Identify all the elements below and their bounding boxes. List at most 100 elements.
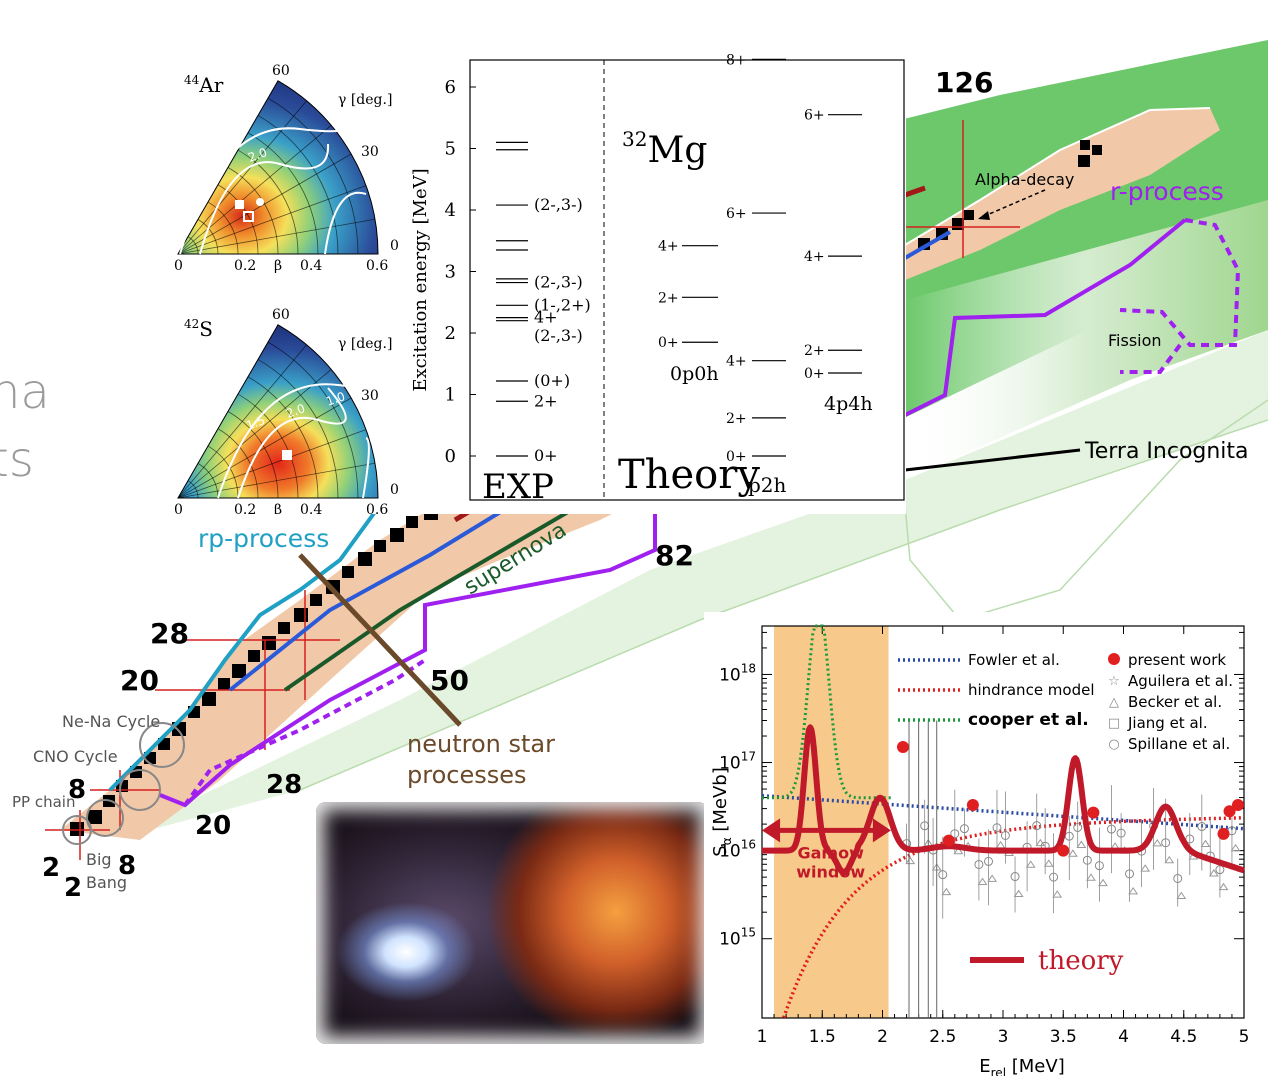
present-work-point bbox=[1231, 798, 1244, 811]
neutron-star-label-2: processes bbox=[407, 761, 527, 789]
nucleus-label-mg32: 32Mg bbox=[622, 127, 707, 171]
neutron-star-label-1: neutron star bbox=[407, 730, 555, 758]
pes-contour bbox=[179, 103, 361, 255]
pes-beta-tick: 0.6 bbox=[366, 502, 388, 514]
pes-contour bbox=[199, 143, 330, 255]
spillane-point bbox=[1032, 821, 1042, 831]
known-nuclei-band-upper bbox=[905, 108, 1220, 280]
blue-path-line bbox=[228, 498, 522, 692]
config-0p0h-label: 0p0h bbox=[670, 363, 719, 385]
xtick-label: 4.5 bbox=[1170, 1027, 1197, 1047]
exp-level-label: 4+ bbox=[534, 308, 558, 327]
pes-grid-ray bbox=[177, 185, 367, 255]
becker-point bbox=[1208, 869, 1219, 877]
level-yticks: 0 1 2 3 4 5 6 bbox=[445, 77, 476, 467]
xtick-label: 3 bbox=[998, 1027, 1009, 1047]
becker-point bbox=[1035, 838, 1046, 847]
fission-label: Fission bbox=[1108, 331, 1162, 350]
spillane-point bbox=[974, 859, 984, 869]
theory-label: Theory bbox=[618, 452, 760, 498]
theory-4p4h-label: 6+ bbox=[804, 108, 825, 124]
pes-wedge bbox=[177, 80, 379, 255]
pes-nucleus-symbol: Ar bbox=[198, 73, 223, 97]
ytick-exp: 16 bbox=[741, 838, 756, 852]
cooper-line bbox=[762, 624, 893, 800]
present-work-point bbox=[1057, 844, 1070, 857]
spillane-point bbox=[1049, 872, 1059, 882]
cycle-circles bbox=[62, 722, 185, 845]
xtick-label: 5 bbox=[1239, 1027, 1250, 1047]
pes-gamma-tick: 30 bbox=[361, 388, 379, 404]
alpha-decay-label: Alpha-decay bbox=[975, 170, 1074, 189]
s-factor-ylabel: Sα [MeVb] bbox=[710, 767, 734, 856]
s-factor-plot-area: 1 1.5 2 2.5 3 3.5 4 4.5 51015101610171018Gamowwi… bbox=[719, 624, 1250, 1047]
pes-beta-label: β bbox=[274, 258, 282, 274]
magic-8-label: 8 bbox=[68, 775, 86, 805]
pes-gamma-tick: 0 bbox=[390, 482, 399, 498]
theory-0p0h-label: 2+ bbox=[658, 290, 679, 306]
pes-beta-tick: 0.2 bbox=[234, 502, 256, 514]
pes-contour-label: 2.0 bbox=[284, 401, 307, 421]
theory-sublabel: p2h bbox=[748, 473, 787, 497]
xlabel-unit: [MeV] bbox=[1006, 1056, 1065, 1076]
config-4p4h-label: 4p4h bbox=[824, 393, 873, 415]
ylabel-unit: [MeVb] bbox=[710, 767, 731, 837]
spillane-point bbox=[1161, 838, 1171, 848]
pes-contour bbox=[362, 437, 370, 499]
spillane-point bbox=[1000, 830, 1010, 840]
big-bang-label-1: Big bbox=[86, 850, 112, 869]
gamow-label-1: Gamow bbox=[797, 843, 864, 862]
exp-level-label: (1-,2+) bbox=[534, 295, 591, 314]
pes-gamma-label: γ [deg.] bbox=[338, 336, 392, 352]
legend-marker-label: Spillane et al. bbox=[1128, 735, 1230, 753]
ylabel-alpha: α bbox=[720, 837, 734, 845]
fission-loop bbox=[1119, 218, 1241, 374]
pes-contour bbox=[217, 347, 384, 499]
mg32-symbol: Mg bbox=[647, 130, 707, 171]
pes-nucleus-label: 42S bbox=[184, 317, 213, 341]
pes-nucleus-symbol: S bbox=[199, 317, 213, 341]
pes-beta-tick: 0.4 bbox=[300, 258, 322, 274]
present-work-point bbox=[942, 834, 955, 847]
legend-marker-symbol: ☆ bbox=[1108, 674, 1120, 689]
becker-point bbox=[1086, 873, 1096, 881]
spillane-point bbox=[1106, 824, 1116, 834]
becker-point bbox=[1164, 855, 1175, 864]
rp-process-line bbox=[108, 503, 382, 792]
spillane-point bbox=[992, 823, 1002, 833]
theory-2p2h-label: 0+ bbox=[726, 449, 747, 465]
becker-point bbox=[1013, 889, 1024, 898]
theory-2p2h-label: 8+ bbox=[726, 52, 747, 68]
pes-grid-ray bbox=[177, 153, 352, 255]
pes-gamma-tick: 60 bbox=[272, 63, 290, 79]
s-factor-xlabel: Erel [MeV] bbox=[979, 1056, 1064, 1076]
legend-line-label: cooper et al. bbox=[968, 710, 1089, 730]
unknown-region-upper bbox=[905, 200, 1268, 480]
level-ytick-label: 2 bbox=[445, 323, 456, 344]
pes-nucleus-label: 44Ar bbox=[184, 73, 224, 97]
exp-level-label: (2-,3-) bbox=[534, 273, 583, 292]
theory-curve bbox=[760, 724, 1246, 876]
legend-marker-label: Aguilera et al. bbox=[1128, 672, 1233, 690]
xtick-label: 1 bbox=[757, 1027, 768, 1047]
xtick-label: 2 bbox=[877, 1027, 888, 1047]
xlabel-e: E bbox=[979, 1056, 990, 1076]
magic-number-lines bbox=[45, 120, 1020, 860]
ytick-label: 1017 bbox=[719, 750, 756, 774]
exp-level-label: 2+ bbox=[534, 391, 558, 410]
legend-marker-symbol: △ bbox=[1109, 695, 1119, 710]
magic-2b-label: 2 bbox=[64, 873, 82, 903]
level-ytick-label: 4 bbox=[445, 200, 456, 221]
pes-nucleus-mass: 42 bbox=[184, 317, 199, 331]
legend-marker-symbol: ○ bbox=[1108, 737, 1119, 752]
becker-point bbox=[1043, 859, 1054, 867]
present-work-point bbox=[1087, 806, 1100, 819]
becker-point bbox=[1128, 886, 1139, 895]
spillane-point bbox=[1116, 828, 1126, 838]
present-work-point bbox=[1223, 805, 1236, 818]
becker-point bbox=[953, 846, 964, 855]
spillane-point bbox=[1073, 822, 1083, 832]
pes-grid-ray bbox=[177, 218, 376, 255]
spillane-point bbox=[959, 824, 969, 834]
pes-contour-label: 2.0 bbox=[246, 145, 269, 165]
